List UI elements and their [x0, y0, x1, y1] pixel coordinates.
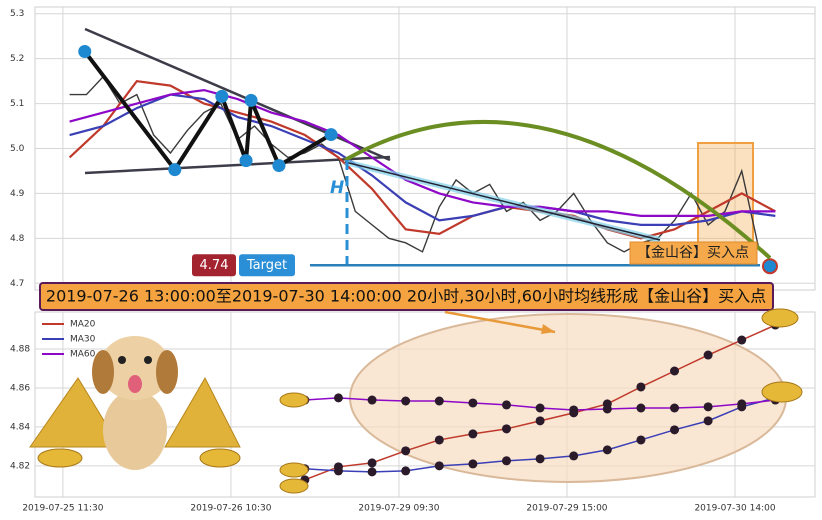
point	[535, 454, 545, 464]
point	[401, 446, 411, 456]
point	[569, 405, 579, 415]
dog-eye	[118, 356, 126, 364]
y-tick-label: 4.86	[10, 383, 30, 393]
point	[501, 456, 511, 466]
legend-label: MA30	[70, 335, 96, 345]
h-label: H	[330, 178, 344, 198]
pyramid	[29, 377, 121, 448]
plot	[68, 44, 780, 485]
ingot	[279, 462, 309, 478]
point	[535, 403, 545, 413]
target-label: Target	[246, 258, 287, 273]
x-tick-label: 2019-07-25 11:30	[22, 504, 103, 514]
point	[434, 461, 444, 471]
trend-upper	[84, 27, 391, 162]
legend: MA20 MA30 MA60	[42, 320, 96, 360]
point	[737, 335, 747, 345]
target: 4.74 Target	[192, 254, 760, 277]
buy-label: 【金山谷】买入点	[637, 245, 749, 261]
point	[737, 399, 747, 409]
dog-body	[103, 390, 167, 470]
arrow	[444, 310, 556, 334]
y-tick-label: 4.9	[10, 189, 25, 199]
pattern-point	[761, 258, 778, 275]
pattern-point	[168, 163, 182, 177]
pattern-point	[239, 154, 253, 168]
series-line	[69, 88, 776, 217]
point	[367, 395, 377, 405]
y-tick-label: 5.2	[10, 54, 24, 64]
point	[535, 416, 545, 426]
y-tick-label: 4.8	[10, 234, 25, 244]
pattern-point	[324, 128, 338, 142]
y-tick-label: 4.82	[10, 461, 30, 471]
target-value-box	[192, 254, 236, 277]
y-tick-label: 5.0	[10, 144, 25, 154]
x-tick-label: 2019-07-29 09:30	[358, 504, 439, 514]
ingot	[761, 381, 803, 403]
y-tick-label: 4.88	[10, 345, 30, 355]
dog-tongue	[128, 375, 142, 393]
series-line	[69, 93, 776, 226]
point	[602, 445, 612, 455]
buy-box	[629, 241, 758, 265]
ingot	[37, 448, 83, 468]
x-tick-label: 2019-07-29 15:00	[526, 504, 607, 514]
series-line	[68, 79, 776, 240]
point	[569, 451, 579, 461]
point	[468, 459, 478, 469]
y-tick-label: 4.84	[10, 422, 30, 432]
dog-ear	[156, 350, 178, 394]
arrow-head	[541, 324, 555, 334]
banner: 2019-07-26 13:00:00至2019-07-30 14:00:00 …	[46, 287, 766, 306]
point	[434, 435, 444, 445]
point	[703, 350, 713, 360]
point	[636, 403, 646, 413]
banner-box	[39, 282, 774, 311]
y-tick-label: 5.3	[10, 9, 24, 19]
legend-label: MA20	[70, 320, 96, 330]
point	[670, 403, 680, 413]
y-tick-label: 5.1	[10, 99, 24, 109]
pattern-point	[272, 159, 286, 173]
pyramid	[164, 376, 241, 448]
point	[401, 396, 411, 406]
ingot	[199, 448, 241, 468]
y-tick-label: 4.7	[10, 279, 24, 289]
point	[434, 396, 444, 406]
target-value: 4.74	[200, 258, 229, 273]
point	[468, 398, 478, 408]
point	[333, 393, 343, 403]
point	[670, 425, 680, 435]
point	[468, 429, 478, 439]
target-label-box	[239, 254, 295, 277]
x-tick-label: 2019-07-26 10:30	[190, 504, 271, 514]
x-tick-label: 2019-07-30 14:00	[694, 504, 775, 514]
point	[501, 400, 511, 410]
pattern-point	[244, 93, 258, 107]
point	[367, 467, 377, 477]
dog-eye	[144, 356, 152, 364]
point	[636, 435, 646, 445]
ingot	[279, 392, 309, 408]
channel-edge	[344, 161, 661, 241]
ingot	[279, 478, 309, 494]
dog-ear	[92, 350, 114, 394]
point	[670, 366, 680, 376]
legend-label: MA60	[70, 350, 96, 360]
pattern-point	[78, 44, 92, 58]
point	[602, 404, 612, 414]
point	[501, 424, 511, 434]
point	[367, 458, 377, 468]
ingot	[761, 308, 799, 328]
point	[703, 402, 713, 412]
pattern-point	[215, 89, 229, 103]
point	[703, 416, 713, 426]
point	[636, 382, 646, 392]
point	[401, 466, 411, 476]
point	[333, 466, 343, 476]
arc	[344, 119, 772, 260]
dog-head	[99, 336, 171, 400]
